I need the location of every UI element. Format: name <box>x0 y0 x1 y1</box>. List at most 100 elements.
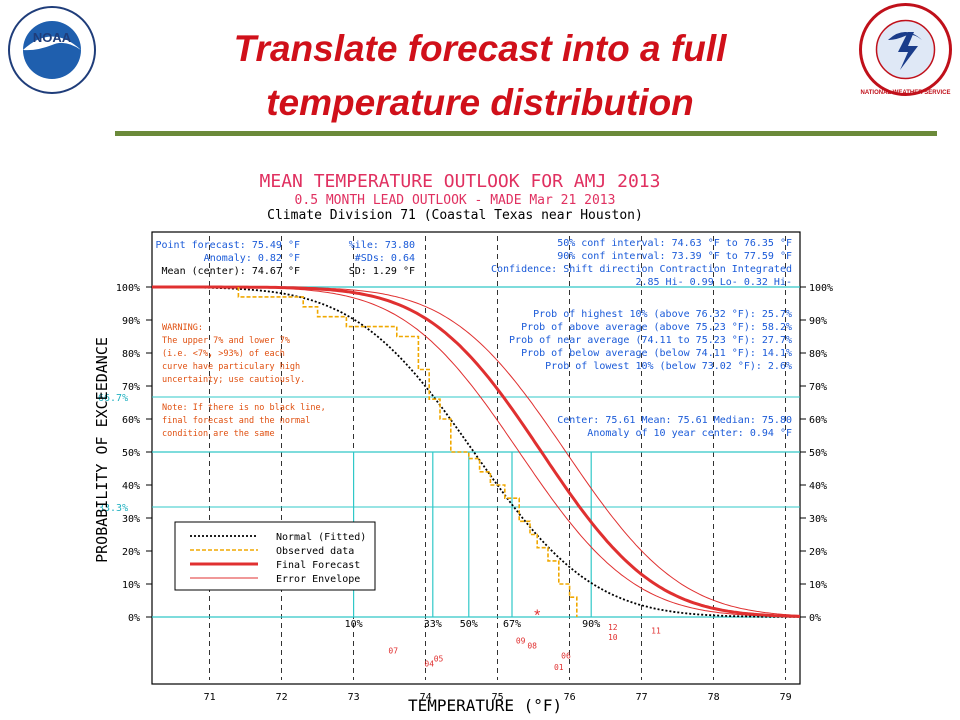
y-tick-label-right: 40% <box>809 481 827 492</box>
info-mid-line: %ile: 73.80 <box>349 240 415 251</box>
y-tick-label-left: 20% <box>122 547 140 558</box>
y-tick-label-right: 30% <box>809 514 827 525</box>
tercile-label: 66.7% <box>98 393 128 404</box>
percentile-label: 90% <box>582 619 600 630</box>
percentile-label: 33% <box>424 619 442 630</box>
y-tick-label-left: 60% <box>122 415 140 426</box>
x-tick-label: 76 <box>564 692 576 703</box>
y-axis-label: PROBABILITY OF EXCEEDANCE <box>93 337 111 563</box>
warning-line: curve have particulary high <box>162 362 300 372</box>
info-left-line: Anomaly: 0.82 °F <box>204 253 300 264</box>
year-label: 11 <box>651 627 661 636</box>
chart-subtitle-division: Climate Division 71 (Coastal Texas near … <box>267 208 643 223</box>
normal-fitted-line <box>152 286 800 618</box>
info-left-line: Mean (center): 74.67 °F <box>162 266 300 277</box>
info-left-line: Point forecast: 75.49 °F <box>156 240 301 251</box>
y-tick-label-left: 90% <box>122 316 140 327</box>
chart-subtitle: 0.5 MONTH LEAD OUTLOOK - MADE Mar 21 201… <box>295 193 616 208</box>
year-label: 01 <box>554 663 564 672</box>
y-tick-label-right: 10% <box>809 580 827 591</box>
slide-title-line1: Translate forecast into a full <box>233 28 727 69</box>
y-tick-label-left: 30% <box>122 514 140 525</box>
probability-line: Prob of highest 10% (above 76.32 °F): 25… <box>533 309 792 320</box>
y-tick-label-left: 70% <box>122 382 140 393</box>
year-label: 12 <box>608 623 618 632</box>
y-tick-label-left: 10% <box>122 580 140 591</box>
y-tick-label-right: 100% <box>809 283 833 294</box>
slide-title-line2: temperature distribution <box>266 82 694 123</box>
year-label: 06 <box>561 651 571 660</box>
title-divider <box>115 131 937 136</box>
confidence-line: 90% conf interval: 73.39 °F to 77.59 °F <box>557 251 792 262</box>
year-label: 08 <box>527 641 537 650</box>
y-tick-label-left: 0% <box>128 613 140 624</box>
year-label: 07 <box>388 646 398 655</box>
y-tick-label-right: 90% <box>809 316 827 327</box>
forecast-marker: * <box>534 607 540 624</box>
warning-line: uncertainty; use cautiously. <box>162 375 305 385</box>
x-tick-label: 78 <box>708 692 720 703</box>
y-tick-label-left: 50% <box>122 448 140 459</box>
probability-line: Prob of below average (below 74.11 °F): … <box>521 348 792 359</box>
note-line: Note: If there is no black line, <box>162 403 326 413</box>
chart-title: MEAN TEMPERATURE OUTLOOK FOR AMJ 2013 <box>260 171 661 192</box>
legend-box <box>174 521 376 591</box>
tercile-label: 33.3% <box>98 503 128 514</box>
percentile-label: 67% <box>503 619 521 630</box>
y-tick-label-right: 70% <box>809 382 827 393</box>
info-mid-line: SD: 1.29 °F <box>349 266 415 277</box>
y-tick-label-left: 80% <box>122 349 140 360</box>
legend-label: Normal (Fitted) <box>276 532 366 543</box>
y-tick-label-left: 40% <box>122 481 140 492</box>
grid <box>152 236 800 680</box>
y-tick-label-right: 80% <box>809 349 827 360</box>
y-tick-label-left: 100% <box>116 283 140 294</box>
year-label: 10 <box>608 633 618 642</box>
confidence-line: 50% conf interval: 74.63 °F to 76.35 °F <box>557 238 792 249</box>
warning-line: WARNING: <box>162 323 203 333</box>
x-tick-label: 79 <box>780 692 792 703</box>
legend-label: Error Envelope <box>276 574 360 585</box>
year-label: 05 <box>434 655 444 664</box>
y-tick-label-right: 50% <box>809 448 827 459</box>
percentile-label: 10% <box>345 619 363 630</box>
warning-line: The upper 7% and lower 7% <box>162 336 290 346</box>
year-label: 04 <box>424 660 434 669</box>
legend-label: Final Forecast <box>276 560 360 571</box>
percentile-label: 50% <box>460 619 478 630</box>
confidence-line: 2.85 Hi- 0.99 Lo- 0.32 Hi- <box>635 277 792 288</box>
final-forecast-line <box>152 285 800 618</box>
noaa-logo-text: NOAA <box>33 30 72 45</box>
x-tick-label: 72 <box>276 692 288 703</box>
x-tick-label: 74 <box>420 692 432 703</box>
probability-line: Prob of lowest 10% (below 73.02 °F): 2.6… <box>545 361 792 372</box>
x-axis-label: TEMPERATURE (°F) <box>408 696 562 715</box>
national-weather-service-logo-icon: NATIONAL WEATHER SERVICE <box>858 2 953 97</box>
x-tick-label: 77 <box>636 692 648 703</box>
y-tick-label-right: 20% <box>809 547 827 558</box>
x-tick-label: 71 <box>204 692 216 703</box>
probability-line: Prob of near average (74.11 to 75.23 °F)… <box>509 335 792 346</box>
year-label: 09 <box>516 636 526 645</box>
note-line: condition are the same <box>162 429 275 439</box>
warning-line: (i.e. <7%, >93%) of each <box>162 349 285 359</box>
y-tick-label-right: 0% <box>809 613 821 624</box>
nws-logo-text: NATIONAL WEATHER SERVICE <box>861 90 951 96</box>
slide-title: Translate forecast into a full temperatu… <box>150 22 810 130</box>
probability-line: Prob of above average (above 75.23 °F): … <box>521 322 792 333</box>
x-tick-label: 73 <box>348 692 360 703</box>
axis-ticks: 71 72 73 74 75 76 77 78 79 0% 10% 20% 30% 40% 50% 60% 70… <box>98 283 833 703</box>
noaa-logo-icon: NOAA <box>7 5 97 95</box>
y-tick-label-right: 60% <box>809 415 827 426</box>
curves: * <box>152 285 801 624</box>
legend: Normal (Fitted) Observed data Final Foreca… <box>174 521 376 591</box>
confidence-line: Confidence: Shift direction Contraction … <box>491 264 792 275</box>
center-line: Center: 75.61 Mean: 75.61 Median: 75.80 <box>557 415 792 426</box>
note-line: final forecast and the normal <box>162 416 310 426</box>
info-mid-line: #SDs: 0.64 <box>355 253 415 264</box>
legend-label: Observed data <box>276 546 354 557</box>
observed-data-line <box>237 287 578 617</box>
center-line: Anomaly of 10 year center: 0.94 °F <box>587 428 792 439</box>
